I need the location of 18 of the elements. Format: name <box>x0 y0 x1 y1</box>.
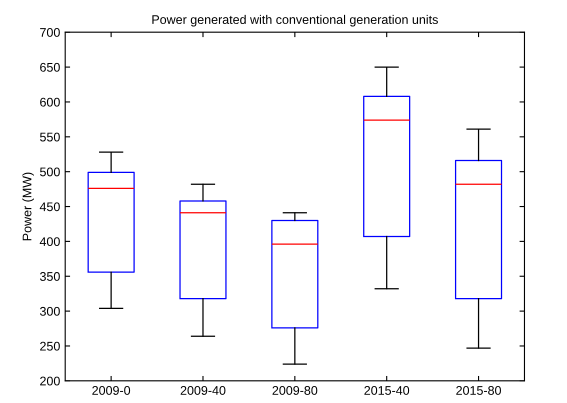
y-tick-label: 250 <box>40 342 60 351</box>
y-tick-label: 300 <box>40 306 60 316</box>
x-tick-label: 2015-80 <box>456 386 501 395</box>
x-tick-label: 2009-0 <box>92 386 130 395</box>
y-tick-label: 650 <box>40 62 60 72</box>
x-tick-label: 2009-80 <box>272 386 318 395</box>
y-axis-title: Power (MW) <box>22 172 34 240</box>
x-tick-label: 2015-40 <box>364 386 410 395</box>
y-tick-label: 350 <box>40 272 60 281</box>
y-tick-label: 700 <box>40 28 60 37</box>
y-tick-label: 550 <box>40 132 60 142</box>
y-tick-label: 400 <box>40 237 60 246</box>
y-tick-label: 600 <box>40 98 60 107</box>
y-tick-label: 450 <box>40 202 60 212</box>
x-tick-label: 2009-40 <box>180 386 226 395</box>
y-tick-label: 200 <box>40 376 60 386</box>
chart-title: Power generated with conventional generation units <box>152 14 438 26</box>
y-tick-label: 500 <box>40 167 60 176</box>
